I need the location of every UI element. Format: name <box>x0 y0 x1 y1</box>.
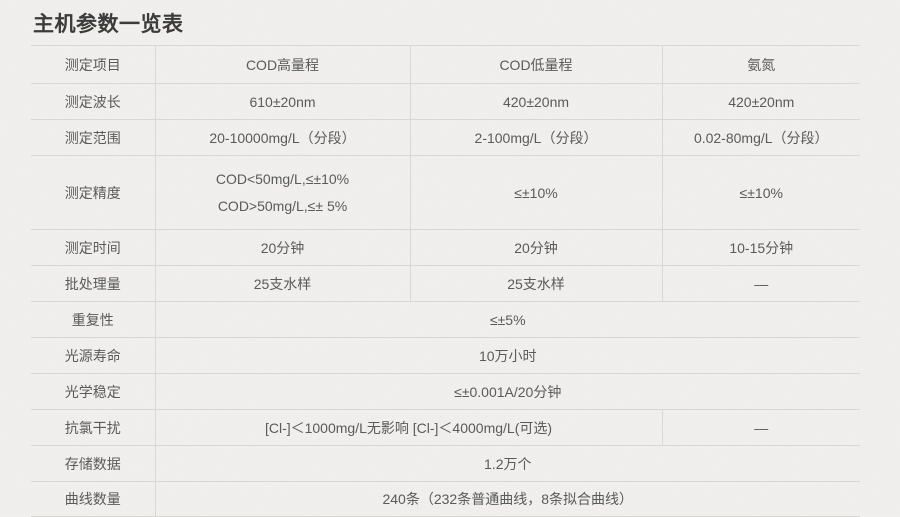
row-label: 曲线数量 <box>31 481 155 517</box>
row-optical-stability: 光学稳定 ≤±0.001A/20分钟 <box>31 373 860 410</box>
row-label: 测定精度 <box>31 155 155 230</box>
cell-batch-ammonia: — <box>661 265 860 302</box>
row-storage: 存储数据 1.2万个 <box>31 445 860 482</box>
row-lamp-life: 光源寿命 10万小时 <box>31 337 860 374</box>
cell-range-cod-low: 2-100mg/L（分段） <box>409 119 662 156</box>
cell-accuracy-cod-low: ≤±10% <box>409 155 662 230</box>
cell-chloride-interference-value: [Cl-]＜1000mg/L无影响 [Cl-]＜4000mg/L(可选) <box>154 409 662 446</box>
cell-batch-cod-high: 25支水样 <box>154 265 410 302</box>
table-header-row: 测定项目 COD高量程 COD低量程 氨氮 <box>31 45 860 84</box>
cell-repeatability-value: ≤±5% <box>154 301 860 338</box>
header-cell-item: 测定项目 <box>31 45 155 84</box>
row-chloride-interference: 抗氯干扰 [Cl-]＜1000mg/L无影响 [Cl-]＜4000mg/L(可选… <box>31 409 860 446</box>
cell-time-cod-low: 20分钟 <box>409 229 662 266</box>
row-label: 批处理量 <box>31 265 155 302</box>
cell-chloride-interference-ammonia: — <box>661 409 860 446</box>
cell-range-ammonia: 0.02-80mg/L（分段） <box>661 119 860 156</box>
cell-time-ammonia: 10-15分钟 <box>661 229 860 266</box>
cell-accuracy-ammonia: ≤±10% <box>661 155 860 230</box>
accuracy-line-1: COD<50mg/L,≤±10% <box>215 170 350 187</box>
row-label: 测定波长 <box>31 83 155 120</box>
host-parameter-table: 测定项目 COD高量程 COD低量程 氨氮 测定波长 610±20nm 420±… <box>31 45 860 517</box>
cell-time-cod-high: 20分钟 <box>154 229 410 266</box>
row-wavelength: 测定波长 610±20nm 420±20nm 420±20nm <box>31 83 860 120</box>
page-title: 主机参数一览表 <box>33 13 184 36</box>
cell-accuracy-cod-high: COD<50mg/L,≤±10% COD>50mg/L,≤± 5% <box>154 155 410 230</box>
cell-batch-cod-low: 25支水样 <box>409 265 662 302</box>
accuracy-two-line-wrap: COD<50mg/L,≤±10% COD>50mg/L,≤± 5% <box>160 156 406 229</box>
header-cell-ammonia: 氨氮 <box>661 45 860 84</box>
cell-wavelength-cod-high: 610±20nm <box>154 83 410 120</box>
cell-optical-stability-value: ≤±0.001A/20分钟 <box>154 373 860 410</box>
row-label: 重复性 <box>31 301 155 338</box>
cell-lamp-life-value: 10万小时 <box>154 337 860 374</box>
cell-curves-value: 240条（232条普通曲线，8条拟合曲线） <box>154 481 860 517</box>
row-label: 抗氯干扰 <box>31 409 155 446</box>
cell-storage-value: 1.2万个 <box>154 445 860 482</box>
row-range: 测定范围 20-10000mg/L（分段） 2-100mg/L（分段） 0.02… <box>31 119 860 156</box>
cell-range-cod-high: 20-10000mg/L（分段） <box>154 119 410 156</box>
header-cell-cod-low: COD低量程 <box>409 45 662 84</box>
row-curves: 曲线数量 240条（232条普通曲线，8条拟合曲线） <box>31 481 860 517</box>
row-label: 测定范围 <box>31 119 155 156</box>
row-time: 测定时间 20分钟 20分钟 10-15分钟 <box>31 229 860 266</box>
row-batch: 批处理量 25支水样 25支水样 — <box>31 265 860 302</box>
row-label: 测定时间 <box>31 229 155 266</box>
cell-wavelength-ammonia: 420±20nm <box>661 83 860 120</box>
row-repeatability: 重复性 ≤±5% <box>31 301 860 338</box>
cell-wavelength-cod-low: 420±20nm <box>409 83 662 120</box>
row-accuracy: 测定精度 COD<50mg/L,≤±10% COD>50mg/L,≤± 5% ≤… <box>31 155 860 230</box>
row-label: 光学稳定 <box>31 373 155 410</box>
accuracy-line-2: COD>50mg/L,≤± 5% <box>217 198 348 215</box>
row-label: 光源寿命 <box>31 337 155 374</box>
row-label: 存储数据 <box>31 445 155 482</box>
header-cell-cod-high: COD高量程 <box>154 45 410 84</box>
